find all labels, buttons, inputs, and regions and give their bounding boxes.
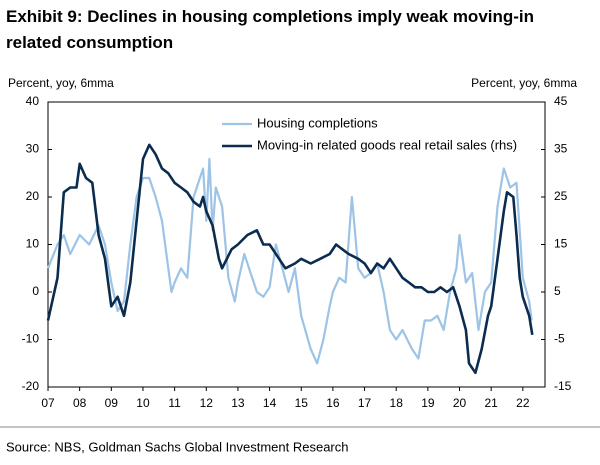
x-tick-label: 11 bbox=[168, 396, 181, 410]
x-tick-label: 13 bbox=[231, 396, 245, 410]
y-tick-label: 30 bbox=[26, 142, 40, 156]
x-tick-label: 16 bbox=[326, 396, 340, 410]
chart-title-line-2: related consumption bbox=[6, 33, 173, 52]
series-line bbox=[46, 143, 534, 375]
x-tick-label: 14 bbox=[263, 396, 277, 410]
y-tick-label: -10 bbox=[22, 332, 40, 346]
y2-tick-label: 25 bbox=[554, 189, 568, 203]
x-tick-label: 21 bbox=[485, 396, 499, 410]
chart-title: Exhibit 9: Declines in housing completio… bbox=[6, 7, 534, 26]
y2-tick-label: -5 bbox=[554, 332, 565, 346]
x-tick-label: 07 bbox=[41, 396, 55, 410]
source: Source: NBS, Goldman Sachs Global Invest… bbox=[6, 439, 349, 454]
y-axis-label: Percent, yoy, 6mma bbox=[8, 76, 114, 90]
y-tick-label: 10 bbox=[26, 237, 40, 251]
x-tick-label: 09 bbox=[105, 396, 119, 410]
y2-tick-label: 45 bbox=[554, 94, 568, 108]
x-tick-label: 22 bbox=[516, 396, 530, 410]
x-tick-label: 17 bbox=[358, 396, 372, 410]
x-tick-label: 10 bbox=[136, 396, 150, 410]
x-tick-label: 15 bbox=[295, 396, 309, 410]
y2-tick-label: 5 bbox=[554, 284, 561, 298]
y-tick-label: 0 bbox=[32, 284, 39, 298]
x-tick-label: 12 bbox=[200, 396, 214, 410]
legend-label: Moving-in related goods real retail sale… bbox=[257, 137, 517, 152]
legend-label: Housing completions bbox=[257, 115, 378, 130]
y-tick-label: 40 bbox=[26, 94, 40, 108]
x-tick-label: 20 bbox=[453, 396, 467, 410]
y2-axis-label: Percent, yoy, 6mma bbox=[471, 76, 577, 90]
x-tick-label: 18 bbox=[390, 396, 404, 410]
y2-tick-label: 35 bbox=[554, 142, 568, 156]
x-tick-label: 08 bbox=[73, 396, 87, 410]
y2-tick-label: 15 bbox=[554, 237, 568, 251]
x-tick-label: 19 bbox=[421, 396, 435, 410]
y-tick-label: 20 bbox=[26, 189, 40, 203]
series-line bbox=[46, 157, 533, 365]
y2-tick-label: -15 bbox=[554, 379, 572, 393]
y-tick-label: -20 bbox=[22, 379, 40, 393]
